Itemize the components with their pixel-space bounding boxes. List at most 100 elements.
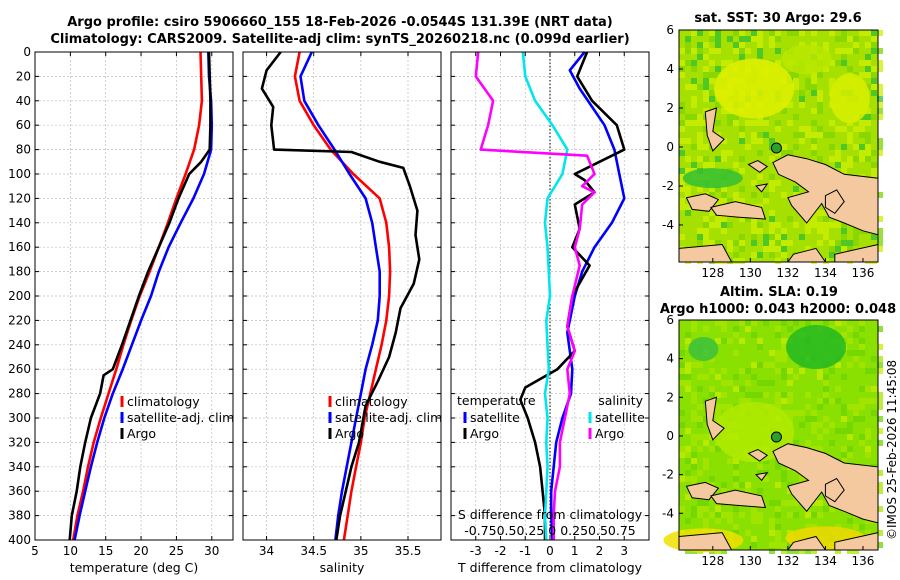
map-y-tick-label: 6 (666, 23, 674, 37)
y-tick-label: 300 (8, 411, 31, 425)
x-tick-label: -1 (519, 544, 531, 558)
y-tick-label: 360 (8, 484, 31, 498)
y-tick-label: 260 (8, 362, 31, 376)
legend-label: Argo (595, 426, 624, 441)
map-y-tick-label: 2 (666, 390, 674, 404)
temperature-panel: 5 10 15 20 25 30 temperature (deg C) 0 20 40 60 80 1… (8, 45, 234, 575)
sla_map-panel: 128 130 132 134 136 6 4 2 0 -2 -4 Altim. SLA: 0.19 A… (660, 285, 896, 568)
y-tick-label: 160 (8, 240, 31, 254)
legend-label: climatology (335, 394, 408, 409)
y-tick-label: 400 (8, 533, 31, 547)
land-mass (772, 443, 879, 524)
x-tick-label: 1 (571, 544, 579, 558)
land-mass (824, 477, 845, 503)
legend-title-temperature: temperature (457, 393, 536, 408)
land-mass (747, 160, 769, 173)
land-mass (685, 481, 720, 501)
header-line-1: Argo profile: csiro 5906660_155 18-Feb-2… (67, 15, 613, 30)
y-tick-label: 40 (16, 94, 31, 108)
legend-label: Argo (335, 426, 364, 441)
map-x-tick-label: 128 (701, 554, 724, 568)
map-x-tick-label: 136 (852, 266, 875, 280)
map-y-tick-label: 0 (666, 140, 674, 154)
legend-label: satellite (470, 410, 520, 425)
x-tick-label: 35.5 (395, 544, 422, 558)
y-tick-label: 60 (16, 118, 31, 132)
y-tick-label: 80 (16, 143, 31, 157)
salinity-panel: 34 34.5 35 35.5 salinity climatologysatellite… (242, 51, 442, 575)
legend-label: climatology (127, 394, 200, 409)
map-y-tick-label: 0 (666, 429, 674, 443)
y-tick-label: 240 (8, 338, 31, 352)
x-tick-label: 10 (63, 544, 78, 558)
map-y-tick-label: 4 (666, 352, 674, 366)
map-y-tick-label: 2 (666, 101, 674, 115)
y-tick-label: 0 (23, 45, 31, 59)
series-satellite-adj-clim (299, 51, 381, 541)
map-y-tick-label: 4 (666, 62, 674, 76)
y-tick-label: 340 (8, 460, 31, 474)
map-y-tick-label: -4 (662, 506, 674, 520)
x-tick-label: 15 (98, 544, 113, 558)
y-tick-label: 140 (8, 216, 31, 230)
land-mass (710, 201, 767, 220)
series-s-argo (474, 51, 596, 540)
series-t-argo (519, 51, 626, 540)
legend-label: satellite-adj. clim (335, 410, 442, 425)
y-tick-label: 380 (8, 509, 31, 523)
legend-label: satellite-adj. clim (127, 410, 234, 425)
argo-position-marker (770, 142, 782, 154)
x-axis-label: salinity (320, 560, 365, 575)
x-tick-label: 5 (31, 544, 39, 558)
x-tick-label: 20 (133, 544, 148, 558)
series-satellite-adj-clim (73, 51, 214, 541)
map-x-tick-label: 134 (814, 266, 837, 280)
x-tick-label: 2 (596, 544, 604, 558)
map-x-tick-label: 130 (739, 554, 762, 568)
series-argo (68, 51, 212, 541)
sla-map-title: Altim. SLA: 0.19 (720, 285, 838, 300)
secondary-axis-ticks: -0.750.50.25 0 0.250.50.75 (464, 523, 636, 538)
map-x-tick-label: 128 (701, 266, 724, 280)
map-x-tick-label: 130 (739, 266, 762, 280)
map-x-tick-label: 136 (852, 554, 875, 568)
sla-map-subtitle: Argo h1000: 0.043 h2000: 0.048 (660, 302, 896, 317)
map-y-tick-label: -4 (662, 218, 674, 232)
x-tick-label: 25 (169, 544, 184, 558)
land-mass (754, 472, 769, 482)
series-t-satellite (549, 51, 626, 541)
difference-panel: -3 -2 -1 0 1 2 3 T difference from climatology t… (450, 51, 650, 575)
map-y-tick-label: -2 (662, 468, 674, 482)
x-tick-label: 30 (204, 544, 219, 558)
legend-label: Argo (127, 426, 156, 441)
map-x-tick-label: 132 (776, 554, 799, 568)
x-tick-label: 34.5 (300, 544, 327, 558)
land-mass (704, 107, 725, 152)
land-mass (704, 396, 725, 441)
legend-label: satellite (595, 410, 645, 425)
legend-label: Argo (470, 426, 499, 441)
map-y-tick-label: -2 (662, 179, 674, 193)
x-tick-label: -3 (470, 544, 482, 558)
land-mass (824, 189, 845, 214)
land-mass (710, 489, 767, 509)
x-tick-label: 35 (353, 544, 368, 558)
y-tick-label: 200 (8, 289, 31, 303)
series-climatology (293, 51, 392, 541)
x-tick-label: 3 (620, 544, 628, 558)
series-s-satellite (521, 51, 569, 541)
y-tick-label: 20 (16, 69, 31, 83)
legend-title-salinity: salinity (598, 393, 643, 408)
y-tick-label: 180 (8, 265, 31, 279)
sst_map-panel: 128 130 132 134 136 6 4 2 0 -2 -4 sat. SST: 30 Argo… (662, 11, 883, 280)
y-tick-label: 280 (8, 387, 31, 401)
land-mass (754, 183, 769, 193)
map-frame (678, 29, 879, 263)
map-x-tick-label: 134 (814, 554, 837, 568)
land-mass (772, 154, 879, 236)
map-y-tick-label: 6 (666, 313, 674, 327)
x-tick-label: 34 (259, 544, 274, 558)
argo-position-marker (770, 431, 782, 443)
y-tick-label: 220 (8, 313, 31, 327)
